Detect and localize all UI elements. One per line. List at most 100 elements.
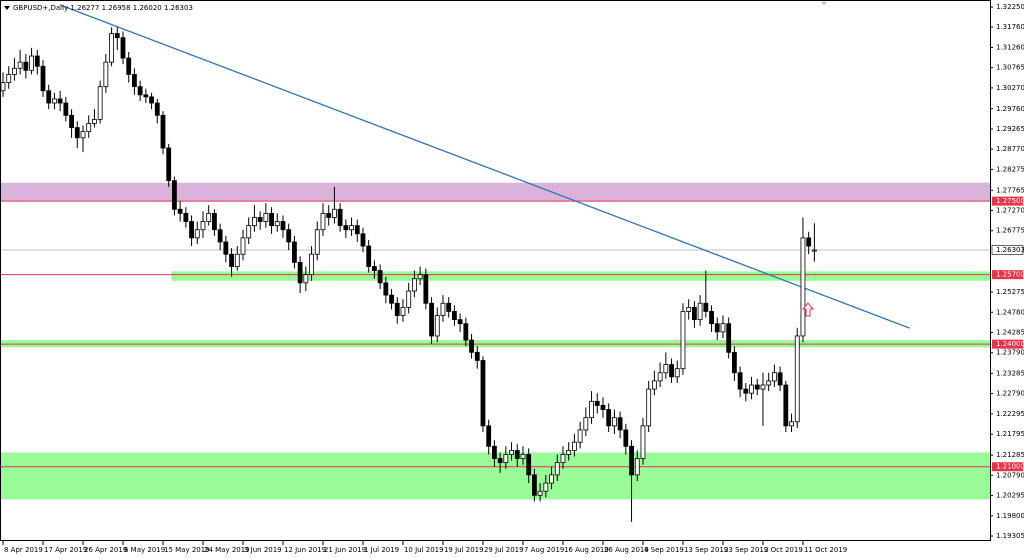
candle-body <box>583 417 589 431</box>
candle-body <box>737 372 743 390</box>
candle-body <box>297 262 303 284</box>
candle-body <box>794 335 800 423</box>
x-tick-label: 23 Sep 2019 <box>724 546 768 554</box>
candle-body <box>326 212 332 218</box>
candle-body <box>766 380 772 386</box>
candle-body <box>800 237 806 337</box>
candle-body <box>394 302 400 316</box>
y-tick-label: 1.24285 <box>996 328 1024 336</box>
candle-body <box>452 311 457 321</box>
candle-body <box>806 237 812 247</box>
candle-body <box>29 55 34 71</box>
candle-body <box>674 368 680 378</box>
candle-body <box>434 315 440 337</box>
x-tick-label: 19 Jul 2019 <box>444 546 484 554</box>
candle-body <box>6 74 12 84</box>
menu-icon[interactable] <box>4 6 10 10</box>
candle-body <box>69 114 74 128</box>
candle-body <box>354 225 360 235</box>
candle-body <box>40 65 46 92</box>
candle-body <box>726 323 732 353</box>
candle-body <box>634 458 640 476</box>
candle-body <box>400 306 406 316</box>
candle-body <box>320 212 326 231</box>
candle-body <box>366 245 372 267</box>
candle-body <box>640 425 646 459</box>
candle-body <box>743 388 749 394</box>
x-tick-label: 17 Apr 2019 <box>44 546 87 554</box>
y-tick-label: 1.19800 <box>996 512 1024 520</box>
current-price-bg <box>991 245 1024 255</box>
candle-body <box>526 454 532 476</box>
candle-body <box>789 421 794 427</box>
candle-body <box>132 74 137 88</box>
candle-body <box>709 311 714 325</box>
candle-body <box>703 302 709 312</box>
candle-body <box>469 339 474 353</box>
candle-body <box>629 445 634 476</box>
candle-body <box>589 400 594 419</box>
y-tick-label: 1.20295 <box>996 492 1024 500</box>
candle-body <box>463 323 469 341</box>
x-tick-label: 7 Aug 2019 <box>524 546 564 554</box>
candle-body <box>372 266 377 271</box>
candle-body <box>349 225 354 231</box>
y-tick-label: 1.32250 <box>996 3 1024 11</box>
candle-body <box>771 372 777 382</box>
candle-body <box>594 400 600 406</box>
x-tick-label: 21 Jun 2019 <box>324 546 366 554</box>
candle-body <box>651 380 657 390</box>
candle-body <box>309 253 314 276</box>
y-tick-label: 1.26775 <box>996 227 1024 235</box>
candle-body <box>423 274 429 304</box>
candle-body <box>52 98 57 104</box>
candle-body <box>520 454 526 459</box>
candle-body <box>166 147 172 182</box>
candle-body <box>611 417 617 427</box>
x-tick-label: 13 Sep 2019 <box>684 546 728 554</box>
y-tick-label: 1.23790 <box>996 349 1024 357</box>
y-tick-label: 1.31260 <box>996 43 1024 51</box>
level-label-bg <box>992 196 1023 206</box>
candle-body <box>606 409 612 427</box>
candle-body <box>440 302 446 316</box>
y-tick-label: 1.31760 <box>996 23 1024 31</box>
candle-body <box>680 311 686 370</box>
candle-body <box>492 445 497 459</box>
candle-body <box>783 384 789 427</box>
candle-body <box>120 37 126 59</box>
candle-body <box>200 221 206 231</box>
candle-body <box>811 249 817 252</box>
y-tick-label: 1.28275 <box>996 165 1024 173</box>
level-label-bg <box>992 270 1023 280</box>
candle-body <box>572 441 577 451</box>
candle-body <box>360 233 366 247</box>
candle-body <box>429 302 434 337</box>
x-tick-label: 4 Sep 2019 <box>644 546 684 554</box>
candle-body <box>86 123 92 133</box>
candle-body <box>646 388 652 427</box>
candle-body <box>177 208 183 214</box>
current-price-label: 1.26303 <box>996 246 1024 254</box>
candle-body <box>657 372 663 382</box>
level-label: 1.24000 <box>996 340 1024 348</box>
y-tick-label: 1.22790 <box>996 390 1024 398</box>
candle-body <box>480 360 486 427</box>
candle-body <box>731 351 737 374</box>
candle-body <box>749 384 754 394</box>
x-tick-label: 16 Aug 2019 <box>564 546 609 554</box>
candle-body <box>537 490 543 496</box>
candle-body <box>697 302 703 321</box>
candle-body <box>332 208 337 218</box>
candle-body <box>280 221 286 231</box>
x-tick-label: 26 Aug 2019 <box>604 546 649 554</box>
y-tick-label: 1.27270 <box>996 207 1024 215</box>
x-tick-label: 11 Oct 2019 <box>804 546 847 554</box>
candle-body <box>126 57 132 75</box>
candle-body <box>446 302 452 312</box>
y-tick-label: 1.19305 <box>996 532 1024 540</box>
y-tick-label: 1.22295 <box>996 410 1024 418</box>
level-label-bg <box>992 462 1023 472</box>
candle-body <box>417 274 423 280</box>
y-tick-label: 1.25275 <box>996 288 1024 296</box>
